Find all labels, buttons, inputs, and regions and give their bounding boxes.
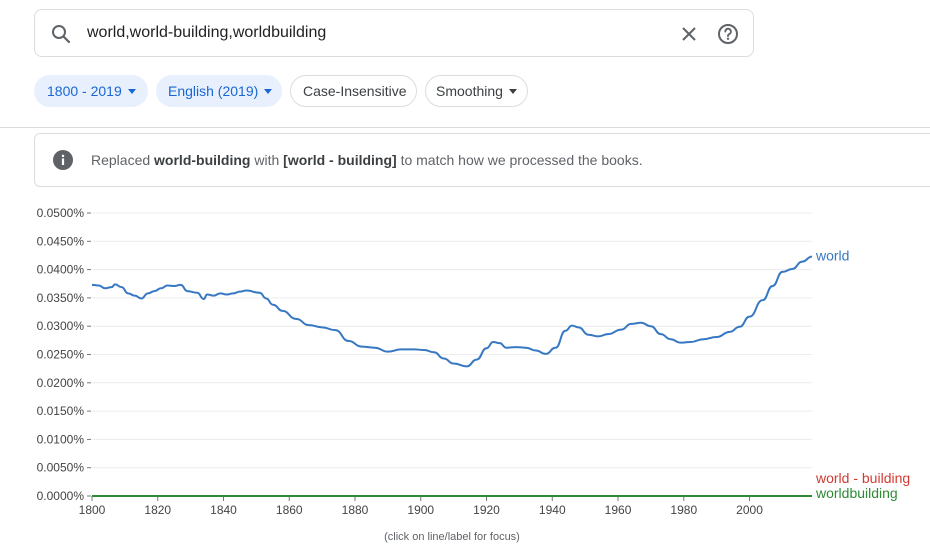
y-tick-label: 0.0300% bbox=[37, 319, 85, 333]
search-input[interactable] bbox=[87, 10, 647, 56]
notice-message: Replaced world-building with [world - bu… bbox=[91, 152, 643, 168]
x-tick-label: 1900 bbox=[407, 503, 434, 517]
notice-original-term: world-building bbox=[154, 152, 251, 168]
chevron-down-icon bbox=[127, 88, 136, 94]
search-box bbox=[34, 9, 754, 57]
x-tick-label: 1940 bbox=[539, 503, 566, 517]
series-label[interactable]: world - building bbox=[815, 470, 910, 486]
series-label[interactable]: world bbox=[815, 248, 849, 264]
case-insensitive-toggle[interactable]: Case-Insensitive bbox=[290, 75, 417, 107]
x-tick-label: 1980 bbox=[670, 503, 697, 517]
chevron-down-icon bbox=[264, 88, 273, 94]
smoothing-dropdown[interactable]: Smoothing bbox=[425, 75, 528, 107]
search-icon[interactable] bbox=[49, 22, 73, 46]
x-tick-label: 1820 bbox=[144, 503, 171, 517]
corpus-label: English (2019) bbox=[168, 83, 259, 99]
y-tick-label: 0.0400% bbox=[37, 263, 85, 277]
y-tick-label: 0.0250% bbox=[37, 348, 85, 362]
divider bbox=[0, 127, 930, 128]
series-label[interactable]: worldbuilding bbox=[815, 485, 898, 501]
x-tick-label: 1860 bbox=[276, 503, 303, 517]
clear-icon[interactable] bbox=[677, 22, 701, 46]
x-tick-label: 1800 bbox=[79, 503, 106, 517]
year-range-label: 1800 - 2019 bbox=[47, 83, 122, 99]
y-tick-label: 0.0150% bbox=[37, 404, 85, 418]
smoothing-label: Smoothing bbox=[436, 83, 503, 99]
x-tick-label: 1960 bbox=[605, 503, 632, 517]
help-icon[interactable] bbox=[716, 22, 740, 46]
year-range-dropdown[interactable]: 1800 - 2019 bbox=[34, 75, 148, 107]
y-tick-label: 0.0050% bbox=[37, 461, 85, 475]
notice-prefix: Replaced bbox=[91, 152, 155, 168]
x-tick-label: 2000 bbox=[736, 503, 763, 517]
series-line-world bbox=[91, 255, 813, 368]
y-tick-label: 0.0000% bbox=[37, 489, 85, 503]
case-insensitive-label: Case-Insensitive bbox=[303, 83, 407, 99]
replacement-notice: Replaced world-building with [world - bu… bbox=[34, 133, 930, 187]
y-tick-label: 0.0450% bbox=[37, 234, 85, 248]
ngram-chart: 0.0000% 0.0050% 0.0100% 0.0150% 0.0200% 0.025… bbox=[37, 206, 911, 517]
info-icon bbox=[53, 150, 73, 170]
x-tick-label: 1920 bbox=[473, 503, 500, 517]
corpus-dropdown[interactable]: English (2019) bbox=[156, 75, 282, 107]
notice-middle: with bbox=[250, 152, 284, 168]
x-tick-label: 1880 bbox=[342, 503, 369, 517]
notice-suffix: to match how we processed the books. bbox=[396, 152, 643, 168]
chevron-down-icon bbox=[508, 88, 517, 94]
y-tick-label: 0.0200% bbox=[37, 376, 85, 390]
x-tick-label: 1840 bbox=[210, 503, 237, 517]
y-tick-label: 0.0100% bbox=[37, 432, 85, 446]
y-tick-label: 0.0500% bbox=[37, 206, 85, 220]
notice-replacement-term: [world - building] bbox=[283, 152, 397, 168]
chart-footnote: (click on line/label for focus) bbox=[384, 531, 520, 543]
y-tick-label: 0.0350% bbox=[37, 291, 85, 305]
